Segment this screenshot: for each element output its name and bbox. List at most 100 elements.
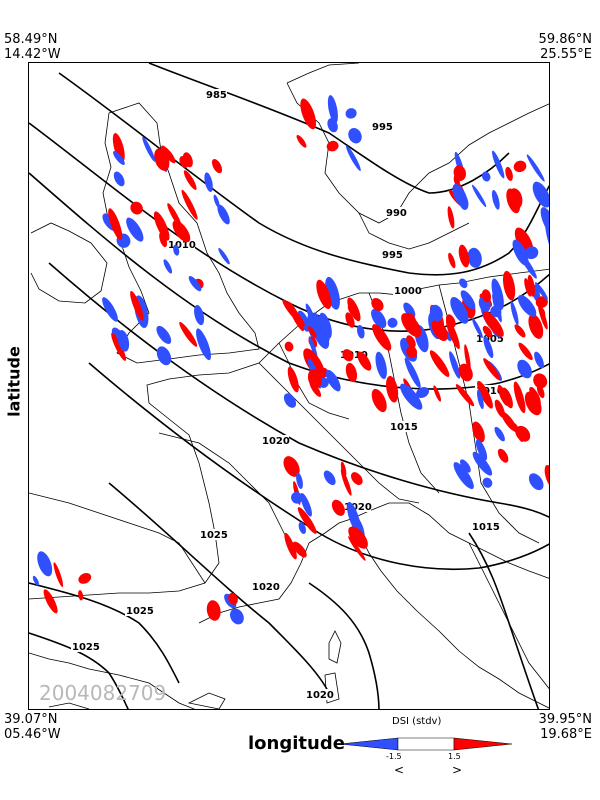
dsi-anomaly-streak <box>153 211 170 241</box>
dsi-anomaly-streak <box>130 290 144 321</box>
dsi-anomaly-streak <box>112 133 125 163</box>
corner-lon: 14.42°W <box>4 47 61 62</box>
isobars <box>29 63 549 709</box>
isobar-label: 1000 <box>394 286 422 297</box>
dsi-anomaly-streak <box>130 201 143 215</box>
dsi-anomaly-streak <box>188 275 202 292</box>
dsi-anomaly-streak <box>113 171 125 187</box>
isobar-label: 1010 <box>168 240 196 251</box>
dsi-anomaly-streak <box>404 357 421 389</box>
isobar-label: 1025 <box>200 530 228 541</box>
dsi-anomaly-streak <box>536 384 545 399</box>
dsi-anomaly-streak <box>497 384 509 406</box>
corner-lon: 05.46°W <box>4 727 61 742</box>
dsi-anomaly-streak <box>117 330 130 352</box>
dsi-anomaly-streak <box>403 302 416 318</box>
isobar-label: 1025 <box>72 642 100 653</box>
dsi-anomaly-streak <box>510 301 519 326</box>
dsi-anomaly-streak <box>53 562 64 588</box>
date-stamp: 2004082709 <box>39 681 167 705</box>
dsi-anomaly-streak <box>483 358 501 381</box>
dsi-anomaly-streak <box>283 456 300 477</box>
dsi-anomaly-streak <box>331 499 345 516</box>
dsi-anomaly-streak <box>326 140 339 152</box>
legend-positive-wedge <box>453 737 512 751</box>
dsi-anomaly-streak <box>472 421 485 443</box>
dsi-anomaly-streak <box>501 411 518 432</box>
corner-lat: 58.49°N <box>4 32 58 47</box>
dsi-anomaly-streak <box>206 600 221 621</box>
dsi-anomaly-streak <box>517 295 537 317</box>
dsi-anomaly-streak <box>472 318 483 339</box>
dsi-anomaly-streak <box>517 359 532 379</box>
isobar-labels: 985 995 990 995 1000 1005 1010 1010 1010… <box>71 89 504 701</box>
dsi-anomaly-streak <box>518 342 533 361</box>
dsi-anomaly-streak <box>467 247 482 268</box>
dsi-anomaly-streak <box>217 204 230 225</box>
dsi-anomaly-streak <box>298 521 307 534</box>
dsi-anomaly-streak <box>300 492 312 517</box>
dsi-anomaly-streak <box>458 244 470 268</box>
isobar-label: 1015 <box>390 422 418 433</box>
isobar-label: 1010 <box>340 350 368 361</box>
dsi-anomaly-streak <box>537 302 548 330</box>
corner-lon: 25.55°E <box>540 47 592 62</box>
dsi-anomaly-streak <box>532 181 549 208</box>
dsi-anomaly-streak <box>460 290 476 310</box>
dsi-anomaly-streak <box>323 470 336 486</box>
dsi-anomaly-streak <box>308 336 318 359</box>
dsi-anomaly-streak <box>453 175 460 186</box>
isobar-label: 1025 <box>126 606 154 617</box>
dsi-anomaly-streak <box>283 393 297 408</box>
dsi-anomaly-streak <box>307 326 317 338</box>
dsi-anomaly-streak <box>482 310 504 337</box>
dsi-anomaly-streak <box>491 189 500 210</box>
dsi-anomaly-streak <box>284 341 294 352</box>
dsi-anomaly-streak <box>342 349 354 362</box>
isobar-label: 1020 <box>306 690 334 701</box>
dsi-anomaly-streak <box>292 541 307 558</box>
isobar-label: 1005 <box>476 334 504 345</box>
dsi-anomaly-streak <box>497 448 509 463</box>
dsi-anomaly-streak <box>325 369 341 392</box>
dsi-anomaly-streak <box>102 297 118 322</box>
dsi-anomaly-streak <box>372 324 392 351</box>
dsi-anomaly-streak <box>375 351 387 380</box>
dsi-anomaly-streak <box>142 136 156 162</box>
dsi-anomaly-streak <box>348 536 366 561</box>
map-panel[interactable]: 985 995 990 995 1000 1005 1010 1010 1010… <box>28 62 550 710</box>
dsi-anomaly-streak <box>472 451 493 476</box>
dsi-anomaly-streak <box>291 491 303 504</box>
legend-high-value: 1.5 <box>448 752 461 761</box>
isobar-label: 1020 <box>252 582 280 593</box>
legend-high-symbol: > <box>452 763 463 777</box>
legend-low-value: -1.5 <box>386 752 402 761</box>
dsi-anomaly-streak <box>477 389 484 410</box>
dsi-anomaly-streak <box>183 170 197 190</box>
dsi-anomaly-streak <box>502 270 516 301</box>
dsi-anomaly-streak <box>429 304 443 322</box>
dsi-anomaly-streak <box>297 507 317 534</box>
dsi-anomaly-streak <box>126 217 144 242</box>
dsi-anomaly-streak <box>218 248 230 265</box>
dsi-anomaly-streak <box>528 473 544 491</box>
dsi-anomaly-streak <box>303 348 325 378</box>
dsi-anomaly-streak <box>464 344 471 373</box>
dsi-anomaly-streak <box>535 282 548 300</box>
dsi-anomaly-streak <box>386 375 399 403</box>
dsi-anomaly-streak <box>471 184 487 208</box>
dsi-anomaly-streak <box>490 305 502 318</box>
dsi-anomaly-streak <box>325 276 340 310</box>
dsi-anomaly-streak <box>371 308 387 329</box>
dsi-anomaly-streak <box>345 362 358 383</box>
dsi-anomaly-streak <box>211 159 223 174</box>
dsi-anomaly-streak <box>433 385 441 402</box>
corner-lat: 39.95°N <box>538 712 592 727</box>
dsi-anomaly-streak <box>284 532 297 560</box>
isobar-label: 1020 <box>344 502 372 513</box>
dsi-anomaly-streak <box>508 188 523 210</box>
dsi-anomaly-streak <box>345 312 355 328</box>
legend-colorbar <box>340 737 512 751</box>
legend: DSI (stdv) -1.5 1.5 < > <box>340 716 512 777</box>
dsi-anomaly-streak <box>43 589 58 614</box>
